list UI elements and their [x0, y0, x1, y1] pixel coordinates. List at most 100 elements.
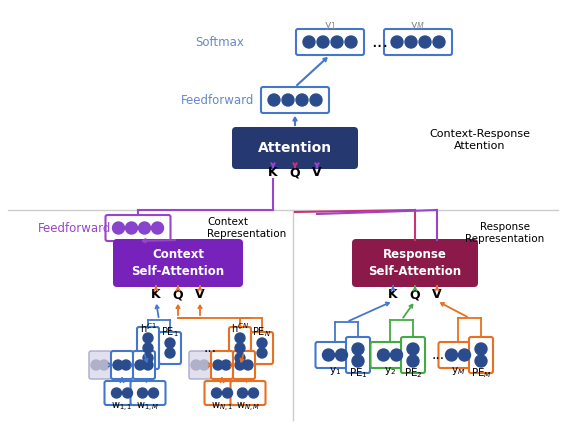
Circle shape — [126, 222, 138, 234]
Text: h$^{C1}$: h$^{C1}$ — [140, 321, 156, 335]
Text: Response
Representation: Response Representation — [465, 222, 544, 244]
Circle shape — [419, 36, 431, 48]
FancyBboxPatch shape — [137, 327, 159, 369]
Circle shape — [138, 388, 148, 398]
Circle shape — [222, 388, 233, 398]
Circle shape — [352, 355, 364, 367]
Text: Q: Q — [290, 167, 301, 179]
Circle shape — [143, 343, 153, 353]
Circle shape — [317, 36, 329, 48]
Text: Attention: Attention — [258, 141, 332, 155]
Text: V: V — [195, 288, 205, 302]
Circle shape — [139, 222, 151, 234]
Circle shape — [238, 388, 247, 398]
FancyBboxPatch shape — [159, 332, 181, 364]
Circle shape — [391, 349, 402, 361]
FancyBboxPatch shape — [469, 337, 493, 373]
Circle shape — [475, 343, 487, 355]
Circle shape — [122, 388, 132, 398]
Text: V: V — [432, 288, 442, 302]
Text: Q: Q — [173, 288, 183, 302]
FancyBboxPatch shape — [211, 351, 233, 379]
Circle shape — [310, 94, 322, 106]
Text: w$_{1,1}$: w$_{1,1}$ — [112, 400, 133, 414]
FancyBboxPatch shape — [113, 239, 243, 287]
FancyBboxPatch shape — [261, 87, 329, 113]
FancyBboxPatch shape — [229, 327, 251, 369]
Circle shape — [458, 349, 470, 361]
Circle shape — [296, 94, 308, 106]
FancyBboxPatch shape — [230, 381, 265, 405]
Text: ...: ... — [431, 348, 444, 362]
Circle shape — [143, 353, 153, 363]
Circle shape — [165, 348, 175, 358]
Text: PE$_N$: PE$_N$ — [252, 325, 272, 339]
Circle shape — [268, 94, 280, 106]
Text: PE$_1$: PE$_1$ — [349, 366, 367, 380]
FancyBboxPatch shape — [352, 239, 478, 287]
Circle shape — [475, 355, 487, 367]
Circle shape — [331, 36, 343, 48]
Circle shape — [257, 348, 267, 358]
FancyBboxPatch shape — [384, 29, 452, 55]
Circle shape — [378, 349, 389, 361]
Circle shape — [213, 360, 223, 370]
Circle shape — [199, 360, 209, 370]
FancyBboxPatch shape — [346, 337, 370, 373]
Text: Context
Representation: Context Representation — [207, 217, 286, 239]
FancyBboxPatch shape — [233, 351, 255, 379]
FancyBboxPatch shape — [371, 342, 409, 368]
Circle shape — [121, 360, 131, 370]
FancyBboxPatch shape — [251, 332, 273, 364]
FancyBboxPatch shape — [89, 351, 111, 379]
Text: Response
Self-Attention: Response Self-Attention — [368, 248, 461, 278]
Circle shape — [148, 388, 158, 398]
FancyBboxPatch shape — [401, 337, 425, 373]
Text: K: K — [268, 167, 278, 179]
Circle shape — [113, 222, 125, 234]
Circle shape — [91, 360, 101, 370]
Text: ...: ... — [371, 33, 389, 51]
Circle shape — [143, 360, 153, 370]
Circle shape — [407, 343, 419, 355]
Circle shape — [257, 338, 267, 348]
FancyBboxPatch shape — [131, 381, 165, 405]
Circle shape — [235, 353, 245, 363]
Circle shape — [405, 36, 417, 48]
FancyBboxPatch shape — [204, 381, 239, 405]
FancyBboxPatch shape — [111, 351, 133, 379]
Text: y$_2$: y$_2$ — [384, 365, 396, 377]
Circle shape — [282, 94, 294, 106]
Circle shape — [235, 360, 245, 370]
FancyBboxPatch shape — [105, 381, 139, 405]
Circle shape — [212, 388, 221, 398]
Text: y$_1$: y$_1$ — [324, 20, 336, 32]
FancyBboxPatch shape — [189, 351, 211, 379]
Circle shape — [336, 349, 348, 361]
Text: w$_{1,M}$: w$_{1,M}$ — [136, 400, 160, 414]
FancyBboxPatch shape — [133, 351, 155, 379]
FancyBboxPatch shape — [315, 342, 354, 368]
Circle shape — [135, 360, 145, 370]
Circle shape — [303, 36, 315, 48]
Circle shape — [152, 222, 164, 234]
Circle shape — [243, 360, 253, 370]
Circle shape — [235, 343, 245, 353]
Text: PE$_M$: PE$_M$ — [470, 366, 491, 380]
Text: w$_{N,1}$: w$_{N,1}$ — [211, 400, 233, 414]
Circle shape — [99, 360, 109, 370]
Text: PE$_2$: PE$_2$ — [404, 366, 422, 380]
Text: h$^{CN}$: h$^{CN}$ — [231, 321, 249, 335]
FancyBboxPatch shape — [439, 342, 478, 368]
Text: Softmax: Softmax — [196, 35, 245, 49]
Circle shape — [323, 349, 335, 361]
FancyBboxPatch shape — [232, 127, 358, 169]
Text: Feedforward: Feedforward — [38, 222, 112, 234]
Text: V: V — [312, 167, 322, 179]
Text: Q: Q — [410, 288, 421, 302]
Circle shape — [112, 388, 122, 398]
Text: PE$_1$: PE$_1$ — [161, 325, 179, 339]
Circle shape — [165, 338, 175, 348]
Circle shape — [143, 333, 153, 343]
Circle shape — [248, 388, 259, 398]
